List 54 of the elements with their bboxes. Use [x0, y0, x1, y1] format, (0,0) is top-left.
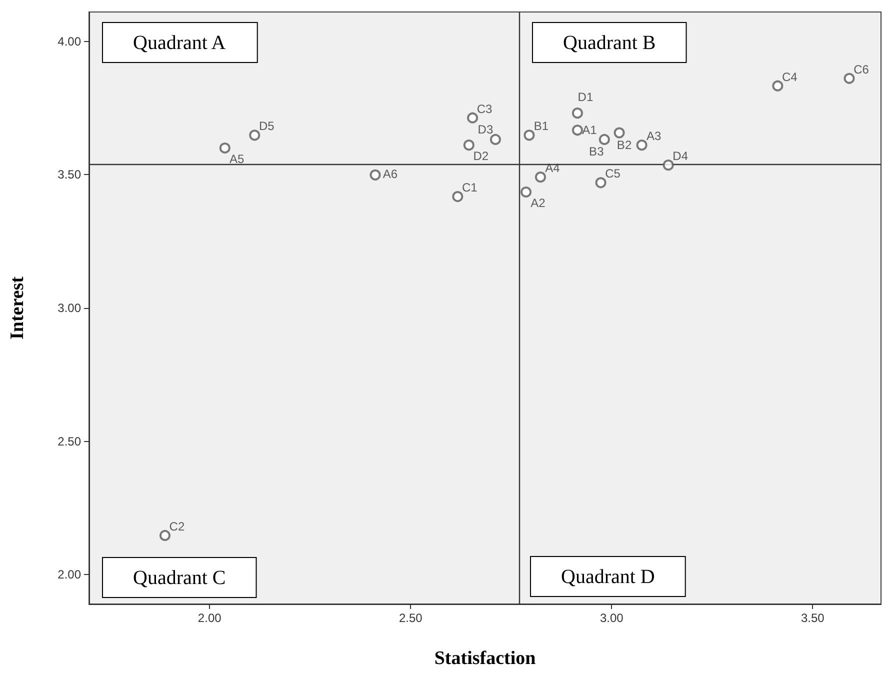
series-label: D2	[473, 149, 489, 164]
series-label: D4	[672, 149, 688, 164]
x-axis-title: Statisfaction	[434, 648, 536, 669]
series-label: A3	[646, 129, 662, 144]
point	[467, 112, 478, 124]
point	[524, 130, 535, 141]
series-label: C3	[476, 102, 493, 116]
series-label: B1	[534, 119, 549, 134]
point	[159, 530, 170, 541]
annotation: Quadrant B	[563, 32, 656, 54]
series-label: A5	[230, 152, 245, 166]
y-tick-label: 4.00	[58, 34, 82, 48]
point	[572, 108, 583, 119]
x-tick-label: 3.00	[600, 611, 624, 625]
annotation: Quadrant C	[133, 567, 226, 589]
series-label: C2	[169, 519, 185, 534]
x-tick-label: 3.50	[800, 611, 825, 625]
series-label: A6	[382, 166, 398, 181]
point	[520, 186, 532, 198]
series-label: B2	[616, 138, 632, 152]
point	[572, 124, 583, 136]
annotation: Quadrant D	[561, 566, 655, 588]
series-label: D3	[478, 122, 494, 136]
series-label: C1	[462, 180, 478, 195]
y-tick-label: 2.00	[58, 568, 82, 582]
point	[772, 80, 784, 92]
point	[636, 140, 648, 151]
point	[219, 142, 230, 154]
point	[595, 177, 606, 188]
series-label: A2	[530, 196, 546, 210]
series-label: A1	[582, 123, 598, 138]
point	[614, 127, 625, 138]
series-label: D1	[578, 90, 594, 104]
point	[249, 130, 260, 141]
y-tick-label: 3.00	[58, 301, 82, 315]
annotation: Quadrant A	[133, 32, 226, 54]
point	[598, 134, 610, 145]
y-tick-label: 2.50	[58, 434, 82, 448]
y-axis-title: Interest	[7, 276, 28, 340]
point	[490, 134, 501, 145]
series-label: C4	[782, 70, 798, 84]
point	[534, 172, 546, 183]
x-tick-label: 2.00	[198, 611, 222, 625]
point	[370, 169, 381, 180]
series-label: C6	[854, 62, 870, 76]
series-label: D5	[258, 119, 275, 134]
series-label: C5	[605, 166, 621, 181]
series-label: B3	[589, 144, 604, 158]
point	[844, 72, 855, 84]
y-tick-label: 3.50	[58, 168, 82, 182]
x-tick-label: 2.50	[398, 611, 423, 625]
point	[662, 160, 674, 171]
point	[452, 191, 464, 202]
point	[463, 140, 474, 151]
